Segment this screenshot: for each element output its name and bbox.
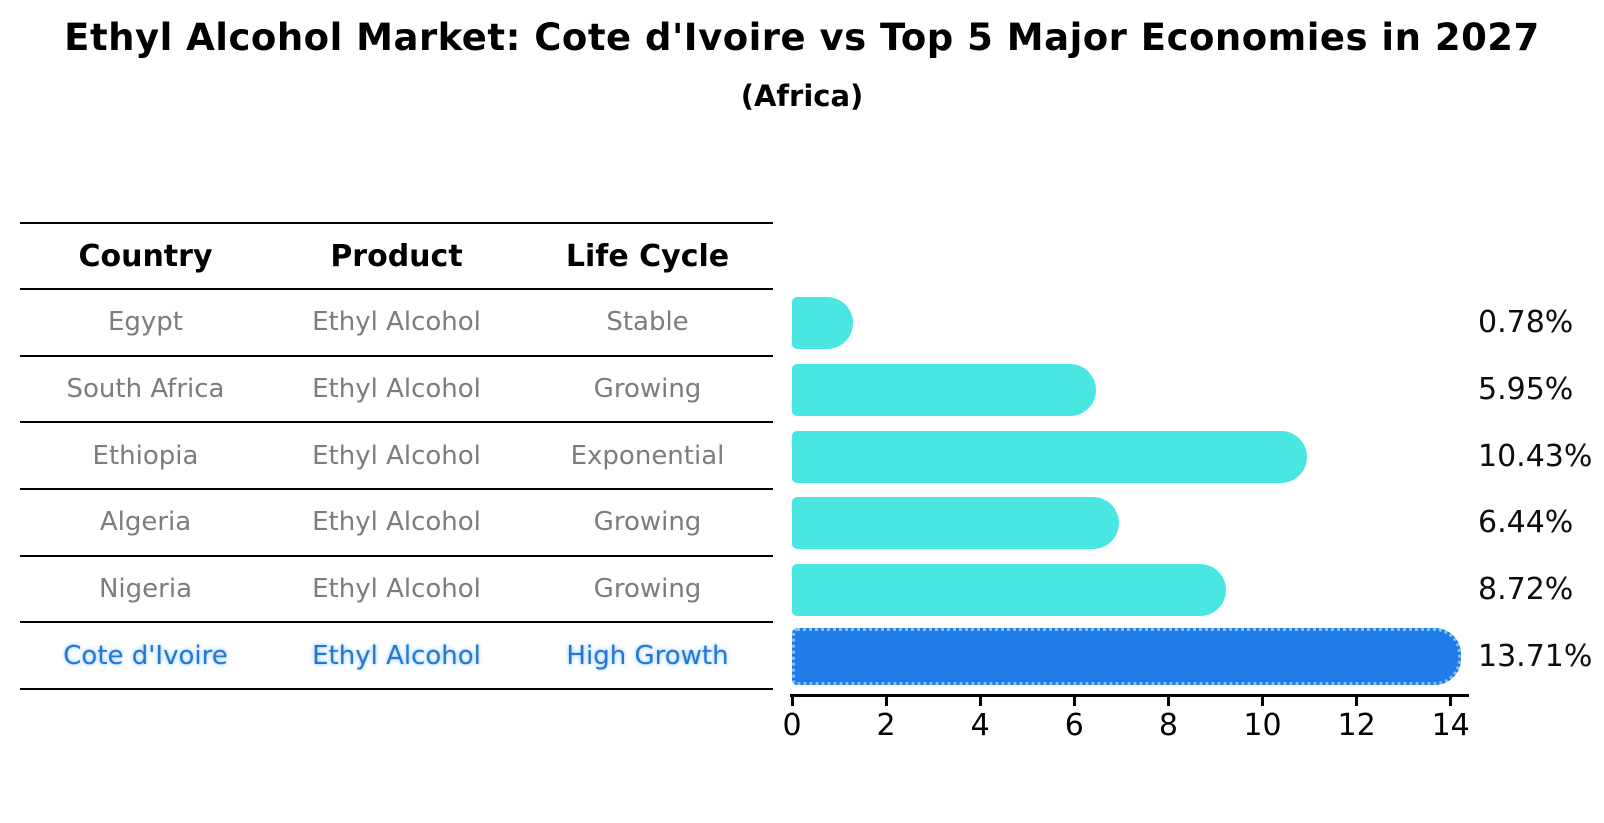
bar-egypt	[792, 297, 853, 350]
x-axis-tick-label: 12	[1337, 708, 1376, 743]
column-header-life-cycle: Life Cycle	[565, 238, 730, 274]
cell-country: South Africa	[66, 374, 225, 405]
table-row-egypt: Egypt Ethyl Alcohol Stable	[20, 290, 773, 357]
cell-life-cycle: Growing	[593, 507, 702, 538]
cell-country: Nigeria	[98, 574, 193, 605]
cell-country: Cote d'Ivoire	[63, 640, 228, 671]
cell-product: Ethyl Alcohol	[312, 507, 481, 538]
bar-cote-d-ivoire	[792, 628, 1462, 686]
table-row-ethiopia: Ethiopia Ethyl Alcohol Exponential	[20, 423, 773, 491]
x-axis-line	[790, 694, 1469, 697]
x-axis-tick-label: 10	[1243, 708, 1282, 743]
x-axis-tick	[978, 697, 982, 706]
column-header-product: Product	[330, 238, 463, 274]
table-row-south-africa: South Africa Ethyl Alcohol Growing	[20, 357, 773, 424]
cell-product: Ethyl Alcohol	[312, 574, 481, 605]
bar-south-africa	[792, 364, 1096, 417]
x-axis-tick-label: 2	[876, 708, 896, 743]
comparison-table: Country Product Life Cycle Egypt Ethyl A…	[20, 222, 773, 691]
bar-value-label-nigeria: 8.72%	[1478, 572, 1574, 608]
cell-life-cycle: High Growth	[566, 640, 729, 671]
cell-life-cycle: Growing	[593, 574, 702, 605]
x-axis-tick	[1261, 697, 1264, 706]
bar-ethiopia	[792, 430, 1307, 483]
bar-value-label-cote-d-ivoire: 13.71%	[1478, 638, 1593, 674]
bar-value-label-south-africa: 5.95%	[1478, 372, 1574, 408]
x-axis-tick	[1166, 697, 1170, 706]
x-axis-tick	[884, 697, 888, 706]
cell-life-cycle: Growing	[593, 374, 702, 405]
cell-life-cycle: Stable	[606, 307, 689, 338]
x-axis-tick	[1355, 697, 1359, 706]
x-axis-tick-label: 14	[1431, 708, 1470, 743]
x-axis-tick	[1072, 697, 1076, 706]
table-row-nigeria: Nigeria Ethyl Alcohol Growing	[20, 557, 773, 624]
cell-product: Ethyl Alcohol	[312, 307, 481, 338]
bar-value-label-egypt: 0.78%	[1478, 305, 1574, 341]
cell-country: Ethiopia	[92, 440, 199, 471]
bar-value-label-algeria: 6.44%	[1478, 505, 1574, 541]
table-header-row: Country Product Life Cycle	[20, 222, 773, 290]
bar-value-label-ethiopia: 10.43%	[1478, 438, 1593, 474]
x-axis-tick-label: 8	[1158, 708, 1178, 743]
cell-product: Ethyl Alcohol	[312, 640, 481, 671]
cell-country: Algeria	[99, 507, 192, 538]
x-axis-tick	[1449, 697, 1453, 706]
table-row-algeria: Algeria Ethyl Alcohol Growing	[20, 490, 773, 557]
x-axis-tick-label: 6	[1064, 708, 1084, 743]
page-subtitle: (Africa)	[740, 79, 864, 113]
x-axis-tick	[790, 697, 794, 706]
x-axis-tick-label: 4	[970, 708, 990, 743]
cell-life-cycle: Exponential	[570, 440, 725, 471]
cell-product: Ethyl Alcohol	[312, 440, 481, 471]
bar-nigeria	[792, 564, 1227, 617]
bar-algeria	[792, 497, 1119, 550]
cell-product: Ethyl Alcohol	[312, 374, 481, 405]
page-title: Ethyl Alcohol Market: Cote d'Ivoire vs T…	[64, 16, 1540, 59]
table-row-cote-d-ivoire: Cote d'Ivoire Ethyl Alcohol High Growth	[20, 623, 773, 691]
cell-country: Egypt	[107, 307, 184, 338]
x-axis-tick-label: 0	[782, 708, 802, 743]
column-header-country: Country	[78, 238, 213, 274]
